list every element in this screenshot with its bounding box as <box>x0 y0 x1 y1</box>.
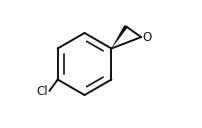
Polygon shape <box>111 25 128 49</box>
Text: O: O <box>143 31 152 44</box>
Text: Cl: Cl <box>36 85 48 98</box>
